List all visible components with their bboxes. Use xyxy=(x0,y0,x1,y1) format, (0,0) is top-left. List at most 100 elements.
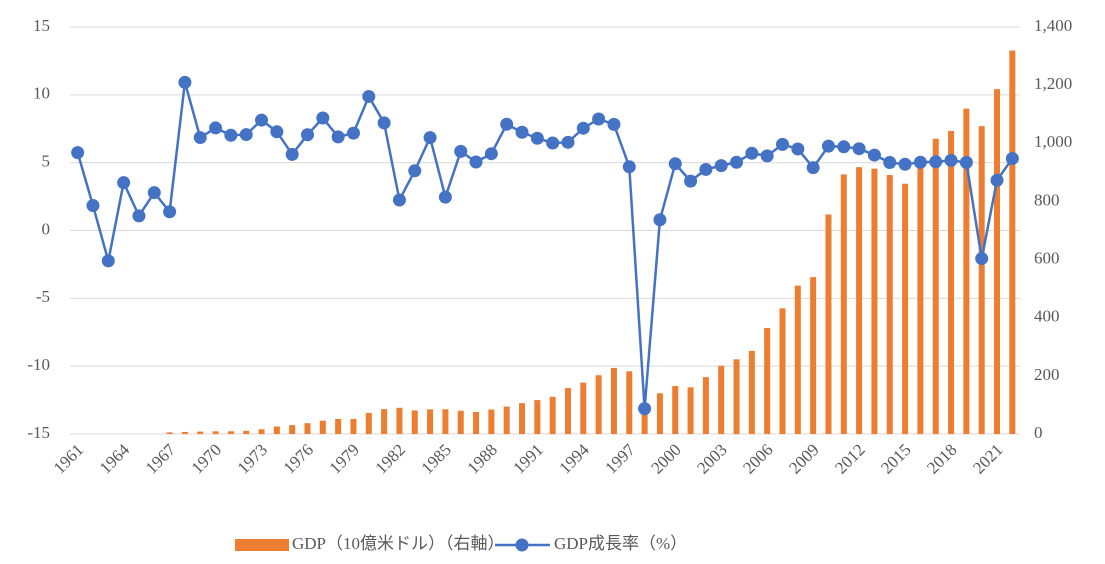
line-marker xyxy=(699,162,713,176)
y2-tick-label: 0 xyxy=(1034,423,1043,442)
x-tick-label: 1973 xyxy=(234,440,271,477)
line-marker xyxy=(821,139,835,153)
x-tick-label: 1976 xyxy=(280,440,317,477)
x-tick-label: 2003 xyxy=(693,440,730,477)
line-marker xyxy=(101,254,115,268)
line-marker xyxy=(760,149,774,163)
bar xyxy=(917,163,924,434)
line-marker xyxy=(638,402,652,416)
line-marker xyxy=(392,193,406,207)
bar xyxy=(825,214,832,434)
bar xyxy=(166,432,173,434)
x-tick-label: 1997 xyxy=(601,440,639,478)
x-tick-label: 1979 xyxy=(326,440,363,477)
bar xyxy=(549,396,556,434)
bar xyxy=(626,371,633,434)
bar xyxy=(258,429,265,434)
line-marker xyxy=(944,153,958,167)
bar xyxy=(411,410,418,434)
line-marker xyxy=(898,157,912,171)
line-marker xyxy=(438,190,452,204)
x-tick-label: 2012 xyxy=(831,440,868,477)
line-marker xyxy=(163,205,177,219)
legend-label: GDP（10億米ドル）（右軸） xyxy=(292,534,505,553)
y2-tick-label: 400 xyxy=(1034,307,1060,326)
bar xyxy=(442,409,449,434)
x-tick-label: 2018 xyxy=(923,440,960,477)
bar xyxy=(227,431,234,434)
bar xyxy=(473,411,480,434)
line-marker xyxy=(423,131,437,145)
y2-tick-label: 200 xyxy=(1034,365,1060,384)
y2-tick-label: 1,000 xyxy=(1034,132,1072,151)
line-marker xyxy=(301,128,314,142)
line-marker xyxy=(929,155,943,169)
x-tick-label: 1970 xyxy=(188,440,225,477)
line-marker xyxy=(500,117,514,131)
line-marker xyxy=(837,140,851,154)
line-marker xyxy=(530,131,544,145)
line-marker xyxy=(285,147,299,161)
bar xyxy=(641,406,648,434)
x-tick-label: 1985 xyxy=(418,440,455,477)
bar xyxy=(687,387,694,434)
bar xyxy=(595,375,602,434)
x-tick-label: 1991 xyxy=(509,440,546,477)
y-tick-label: 0 xyxy=(42,219,51,238)
bar xyxy=(978,126,985,435)
line-marker xyxy=(668,157,682,171)
line-marker xyxy=(132,209,146,223)
bar xyxy=(656,393,663,434)
bar xyxy=(702,377,709,434)
line-marker xyxy=(178,75,192,89)
line-marker xyxy=(622,160,636,174)
bar xyxy=(289,425,296,434)
bar xyxy=(764,328,771,434)
bar xyxy=(457,410,464,434)
bar xyxy=(1009,50,1016,434)
y-tick-label: -15 xyxy=(27,423,50,442)
line-marker xyxy=(990,173,1004,187)
line-marker xyxy=(776,137,789,151)
bar xyxy=(181,431,188,434)
line-marker xyxy=(1005,151,1019,165)
bar xyxy=(963,108,970,434)
bar xyxy=(733,359,740,434)
line-marker xyxy=(561,135,575,149)
x-tick-label: 1964 xyxy=(96,440,134,478)
line-marker xyxy=(653,213,667,227)
bar xyxy=(350,418,357,434)
line-marker xyxy=(346,126,360,140)
x-tick-label: 2009 xyxy=(785,440,822,477)
line-marker xyxy=(469,155,483,169)
x-tick-label: 1994 xyxy=(555,440,593,478)
line-marker xyxy=(730,155,744,169)
y-tick-label: 10 xyxy=(33,84,50,103)
line-marker xyxy=(239,128,253,142)
bar xyxy=(856,167,863,434)
legend-label: GDP成長率（%） xyxy=(554,534,687,553)
bar xyxy=(886,175,893,434)
line-marker xyxy=(576,121,590,135)
bar xyxy=(672,386,679,434)
line-marker xyxy=(515,125,529,139)
x-tick-label: 2021 xyxy=(969,440,1006,477)
bar xyxy=(534,400,541,434)
line-marker xyxy=(71,146,85,160)
line-marker xyxy=(913,155,927,169)
line-marker xyxy=(883,156,897,170)
y-tick-label: 15 xyxy=(33,16,50,35)
y-tick-label: 5 xyxy=(42,152,51,171)
line-marker xyxy=(959,155,973,169)
line-marker xyxy=(791,142,805,156)
x-tick-label: 2015 xyxy=(877,440,914,477)
bar xyxy=(932,138,939,434)
bar xyxy=(365,412,372,434)
y2-tick-label: 800 xyxy=(1034,190,1060,209)
y-tick-label: -10 xyxy=(27,355,50,374)
line-marker xyxy=(684,174,698,188)
bar xyxy=(948,130,955,434)
y2-tick-label: 600 xyxy=(1034,248,1060,267)
line-marker xyxy=(270,125,284,139)
line-marker xyxy=(806,161,820,175)
